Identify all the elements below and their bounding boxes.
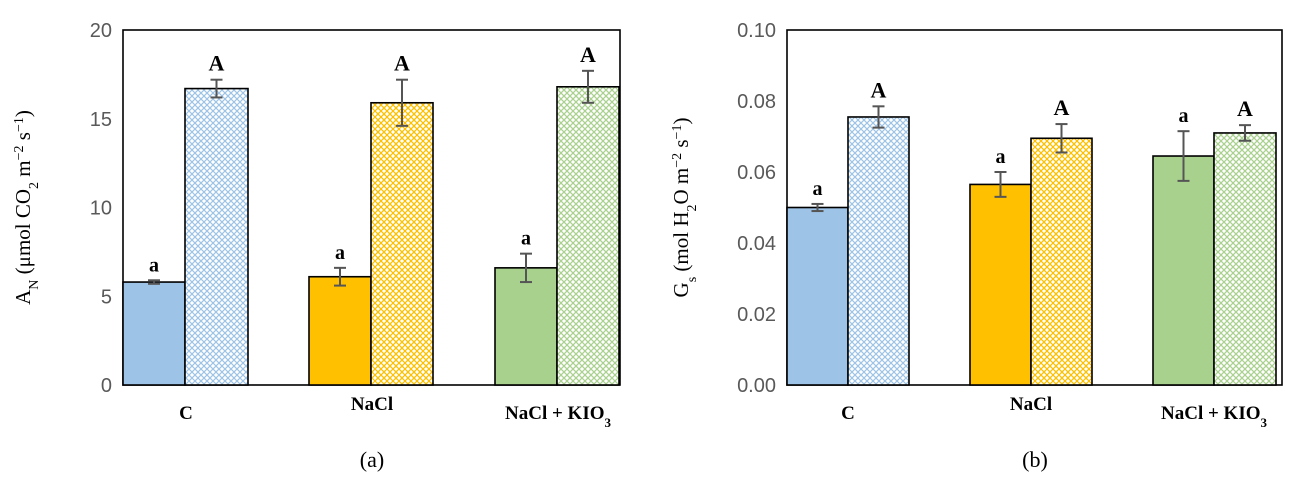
significance-letter: a — [149, 254, 159, 276]
significance-letter: A — [1237, 96, 1253, 121]
bar — [969, 183, 1032, 386]
panel-label: (b) — [1022, 447, 1048, 472]
y-axis-label: AN (μmol CO2 m−2 s−1) — [11, 110, 42, 305]
y-tick-label: 0 — [101, 375, 112, 397]
x-category-label: NaCl — [1010, 394, 1052, 415]
y-tick-label: 0.08 — [737, 91, 776, 113]
significance-letter: a — [1179, 105, 1189, 127]
chart-a: 0 5 10 15 20 AN (μmol CO2 m−2 s−1) a a a A A A C NaCl… — [11, 20, 621, 472]
bar — [1152, 155, 1215, 386]
y-tick-label: 0.00 — [737, 375, 776, 397]
y-tick-label: 0.10 — [737, 20, 776, 42]
significance-letter: A — [209, 51, 225, 76]
significance-letter: a — [996, 146, 1006, 168]
bar — [786, 206, 849, 386]
x-category-label: C — [179, 403, 193, 424]
y-tick-label: 5 — [101, 286, 112, 308]
bar — [308, 275, 372, 386]
y-tick-label: 0.04 — [737, 233, 776, 255]
significance-letter: A — [394, 51, 410, 76]
chart-b: 0.00 0.02 0.04 0.06 0.08 0.10 Gs (mol H2O m−2 … — [669, 20, 1283, 472]
y-tick-label: 20 — [90, 20, 112, 42]
significance-letter: A — [1054, 95, 1070, 120]
significance-letter: a — [521, 228, 531, 250]
y-tick-label: 15 — [90, 109, 112, 131]
significance-letter: A — [580, 42, 596, 67]
x-category-label: NaCl — [351, 394, 393, 415]
y-tick-label: 10 — [90, 198, 112, 220]
x-category-label: C — [841, 403, 855, 424]
panel-label: (a) — [360, 447, 384, 472]
x-category-label: NaCl + KIO3 — [505, 403, 612, 430]
bar — [1213, 132, 1277, 386]
bar — [494, 267, 558, 386]
bar — [184, 87, 249, 386]
significance-letter: a — [813, 178, 823, 200]
bar — [1030, 137, 1093, 386]
y-tick-label: 0.06 — [737, 162, 776, 184]
bar — [370, 101, 434, 386]
bar — [122, 281, 186, 386]
y-tick-label: 0.02 — [737, 304, 776, 326]
bar — [847, 116, 910, 386]
significance-letter: A — [871, 77, 887, 102]
x-category-label: NaCl + KIO3 — [1161, 403, 1268, 430]
significance-letter: a — [335, 242, 345, 264]
y-axis-label: Gs (mol H2O m−2 s−1) — [669, 118, 700, 298]
bar — [556, 86, 620, 386]
